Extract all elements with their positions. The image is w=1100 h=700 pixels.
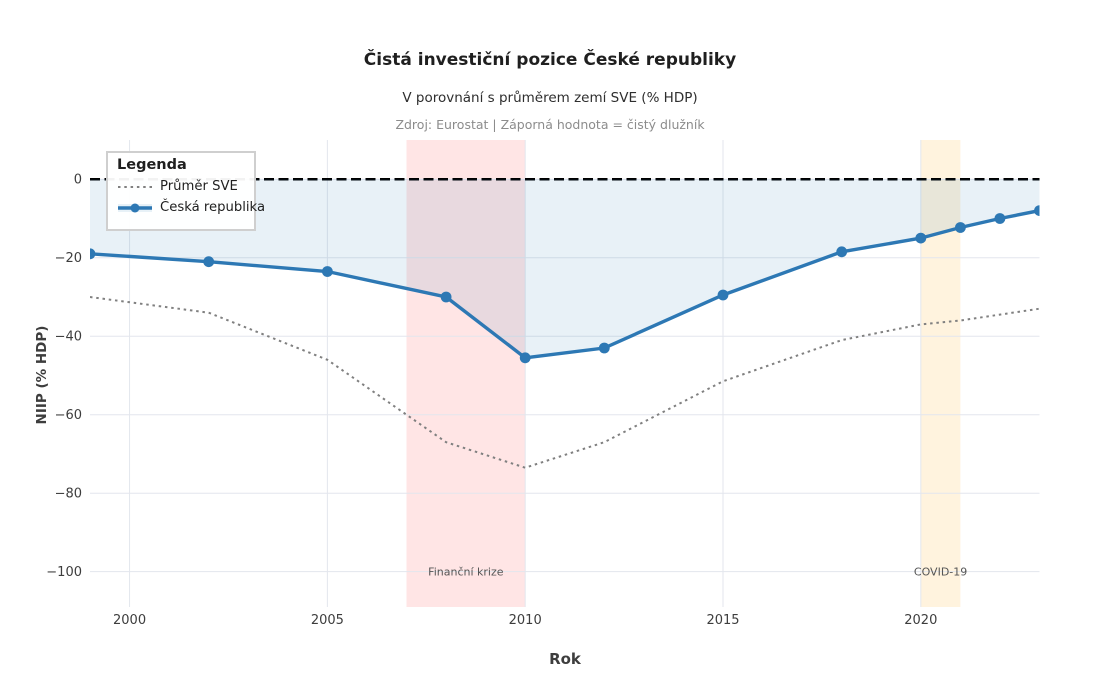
x-tick-label-2005: 2005 <box>311 613 344 628</box>
legend: Legenda Průměr SVE Česká republika <box>106 151 265 231</box>
x-axis-label: Rok <box>549 650 581 668</box>
band-covid-19 <box>920 140 961 607</box>
y-tick-label--40: −40 <box>55 330 82 345</box>
data-point--esk-republika-2023 <box>1034 205 1040 216</box>
data-point--esk-republika-2022 <box>994 213 1006 224</box>
legend-item-prumer-sve: Průměr SVE <box>117 176 245 197</box>
legend-label-ceska-republika: Česká republika <box>160 200 266 215</box>
line-marker-sample-icon <box>118 203 152 212</box>
chart-title: Čistá investiční pozice České republiky <box>363 50 737 70</box>
data-point--esk-republika-2015 <box>717 289 729 301</box>
series-line-pr-m-r-sve <box>90 296 1040 469</box>
y-tick-label--60: −60 <box>55 408 82 423</box>
series-line--esk-republika <box>90 208 1040 360</box>
legend-label-prumer-sve: Průměr SVE <box>160 179 238 194</box>
data-point--esk-republika-2010 <box>519 352 531 364</box>
chart-subtitle: V porovnání s průměrem zemí SVE (% HDP) <box>402 90 698 106</box>
legend-item-ceska-republika: Česká republika <box>117 197 265 218</box>
data-point--esk-republika-2012 <box>598 342 610 354</box>
data-point--esk-republika-2005 <box>322 266 333 277</box>
y-tick-label--100: −100 <box>46 565 82 580</box>
chart-source-note: Zdroj: Eurostat | Záporná hodnota = čist… <box>395 117 705 132</box>
dotted-line-sample-icon <box>118 185 152 188</box>
data-point--esk-republika-1999 <box>90 248 96 260</box>
band-label-covid-19: COVID-19 <box>914 566 967 579</box>
x-tick-label-2000: 2000 <box>113 613 146 628</box>
x-tick-label-2020: 2020 <box>904 613 937 628</box>
data-point--esk-republika-2008 <box>440 291 452 303</box>
y-tick-label-0: 0 <box>74 173 82 188</box>
data-point--esk-republika-2002 <box>203 256 215 268</box>
y-axis-label: NIIP (% HDP) <box>34 325 50 425</box>
y-tick-label--80: −80 <box>55 487 82 502</box>
y-tick-label--20: −20 <box>55 251 82 266</box>
x-tick-label-2010: 2010 <box>509 613 542 628</box>
data-point--esk-republika-2018 <box>836 246 848 258</box>
data-point--esk-republika-2020 <box>915 232 927 244</box>
x-tick-label-2015: 2015 <box>706 613 739 628</box>
data-point--esk-republika-2021 <box>955 222 966 233</box>
band-label-finan-n-krize: Finanční krize <box>428 566 504 579</box>
area-fill--esk-republika <box>90 179 1040 358</box>
series-group <box>90 179 1040 469</box>
band-finan-n-krize <box>406 140 526 607</box>
legend-title: Legenda <box>117 157 187 173</box>
